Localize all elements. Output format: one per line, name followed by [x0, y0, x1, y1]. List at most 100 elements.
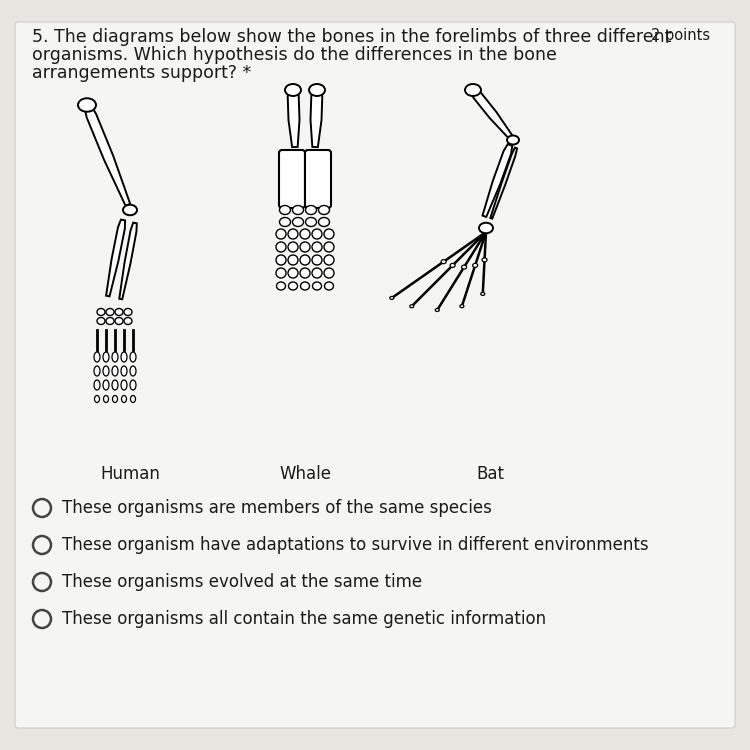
Ellipse shape: [435, 308, 439, 311]
Ellipse shape: [130, 380, 136, 390]
Ellipse shape: [106, 317, 114, 325]
Ellipse shape: [94, 366, 100, 376]
Ellipse shape: [465, 84, 481, 96]
Polygon shape: [482, 144, 512, 217]
Ellipse shape: [479, 223, 493, 233]
Ellipse shape: [292, 217, 304, 226]
Ellipse shape: [288, 268, 298, 278]
Ellipse shape: [112, 352, 118, 362]
Ellipse shape: [319, 206, 329, 214]
Ellipse shape: [280, 206, 290, 214]
Circle shape: [33, 573, 51, 591]
Text: These organisms evolved at the same time: These organisms evolved at the same time: [62, 573, 422, 591]
Ellipse shape: [130, 395, 136, 403]
Text: arrangements support? *: arrangements support? *: [32, 64, 251, 82]
Ellipse shape: [94, 352, 100, 362]
Ellipse shape: [94, 380, 100, 390]
Polygon shape: [288, 90, 299, 147]
Ellipse shape: [300, 255, 310, 265]
Text: Human: Human: [100, 465, 160, 483]
Ellipse shape: [124, 317, 132, 325]
Ellipse shape: [112, 366, 118, 376]
Ellipse shape: [94, 395, 100, 403]
Ellipse shape: [481, 292, 484, 296]
Ellipse shape: [121, 380, 127, 390]
Ellipse shape: [300, 268, 310, 278]
Ellipse shape: [121, 366, 127, 376]
Ellipse shape: [277, 282, 286, 290]
Polygon shape: [84, 104, 130, 206]
Ellipse shape: [312, 242, 322, 252]
Ellipse shape: [325, 282, 334, 290]
Polygon shape: [106, 220, 125, 296]
Ellipse shape: [112, 380, 118, 390]
Text: These organisms all contain the same genetic information: These organisms all contain the same gen…: [62, 610, 546, 628]
Ellipse shape: [390, 296, 394, 299]
Ellipse shape: [288, 255, 298, 265]
Ellipse shape: [97, 317, 105, 325]
Ellipse shape: [460, 304, 464, 307]
Ellipse shape: [124, 308, 132, 316]
Ellipse shape: [450, 263, 455, 268]
Ellipse shape: [78, 98, 96, 112]
Ellipse shape: [121, 352, 127, 362]
Ellipse shape: [300, 242, 310, 252]
Ellipse shape: [410, 304, 414, 307]
Ellipse shape: [312, 255, 322, 265]
Ellipse shape: [472, 263, 478, 268]
Ellipse shape: [288, 229, 298, 239]
Text: organisms. Which hypothesis do the differences in the bone: organisms. Which hypothesis do the diffe…: [32, 46, 556, 64]
Text: Bat: Bat: [476, 465, 504, 483]
Text: These organisms are members of the same species: These organisms are members of the same …: [62, 499, 492, 517]
Ellipse shape: [301, 282, 310, 290]
Polygon shape: [119, 223, 136, 299]
Ellipse shape: [103, 380, 109, 390]
Ellipse shape: [122, 395, 127, 403]
Ellipse shape: [276, 268, 286, 278]
Ellipse shape: [276, 255, 286, 265]
Ellipse shape: [313, 282, 322, 290]
Ellipse shape: [115, 308, 123, 316]
Ellipse shape: [288, 242, 298, 252]
Circle shape: [33, 536, 51, 554]
Text: These organism have adaptations to survive in different environments: These organism have adaptations to survi…: [62, 536, 649, 554]
FancyBboxPatch shape: [279, 150, 305, 208]
Ellipse shape: [312, 229, 322, 239]
Ellipse shape: [305, 217, 316, 226]
Ellipse shape: [106, 308, 114, 316]
Polygon shape: [310, 90, 322, 147]
Circle shape: [33, 499, 51, 517]
FancyBboxPatch shape: [15, 22, 735, 728]
Ellipse shape: [309, 84, 325, 96]
Ellipse shape: [324, 229, 334, 239]
Circle shape: [33, 610, 51, 628]
Ellipse shape: [300, 229, 310, 239]
Ellipse shape: [289, 282, 298, 290]
Ellipse shape: [130, 366, 136, 376]
Ellipse shape: [97, 308, 105, 316]
Ellipse shape: [305, 206, 316, 214]
Ellipse shape: [319, 217, 329, 226]
Ellipse shape: [280, 217, 290, 226]
Text: 2 points: 2 points: [651, 28, 710, 43]
Ellipse shape: [312, 268, 322, 278]
Ellipse shape: [324, 242, 334, 252]
Ellipse shape: [103, 366, 109, 376]
Ellipse shape: [482, 258, 487, 262]
Ellipse shape: [461, 265, 466, 269]
Ellipse shape: [115, 317, 123, 325]
Ellipse shape: [285, 84, 301, 96]
Ellipse shape: [123, 205, 137, 215]
Ellipse shape: [507, 136, 519, 145]
Text: 5. The diagrams below show the bones in the forelimbs of three different: 5. The diagrams below show the bones in …: [32, 28, 671, 46]
Ellipse shape: [104, 395, 109, 403]
Ellipse shape: [292, 206, 304, 214]
Text: Whale: Whale: [279, 465, 331, 483]
Ellipse shape: [112, 395, 118, 403]
Ellipse shape: [276, 242, 286, 252]
Ellipse shape: [441, 260, 446, 264]
Ellipse shape: [324, 255, 334, 265]
Polygon shape: [471, 88, 513, 139]
Ellipse shape: [103, 352, 109, 362]
Ellipse shape: [324, 268, 334, 278]
